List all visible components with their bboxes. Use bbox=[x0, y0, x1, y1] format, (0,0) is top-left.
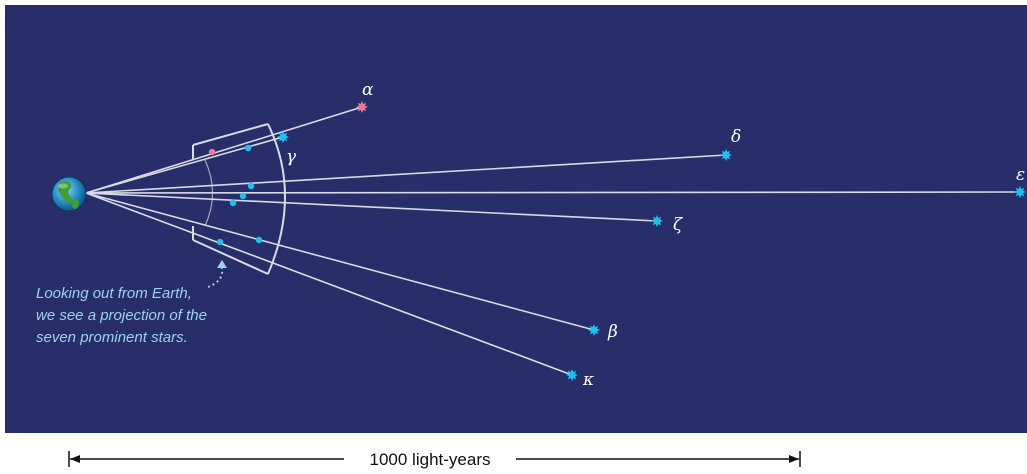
scale-bar bbox=[68, 451, 801, 467]
star-label-delta: δ bbox=[731, 127, 741, 147]
projected-dot-beta bbox=[255, 236, 263, 244]
scale-bar-left-arrow-icon bbox=[70, 455, 80, 463]
caption-line-3: seven prominent stars. bbox=[36, 329, 188, 346]
stars: α γ δ ε ζ β κ bbox=[277, 80, 1026, 390]
star-label-beta: β bbox=[607, 322, 618, 342]
star-label-kappa: κ bbox=[582, 370, 594, 390]
sight-line-zeta bbox=[85, 192, 658, 222]
star-label-alpha: α bbox=[362, 80, 374, 100]
earth-globe-icon bbox=[51, 176, 87, 212]
projection-inner-arc bbox=[204, 159, 214, 227]
sight-line-kappa bbox=[85, 192, 573, 376]
star-label-zeta: ζ bbox=[673, 215, 684, 235]
star-epsilon-icon bbox=[1014, 186, 1026, 198]
projection-top-edge bbox=[192, 123, 269, 146]
projection-bottom-edge bbox=[192, 239, 269, 275]
sight-line-alpha bbox=[85, 106, 363, 194]
caption-line-2: we see a projection of the bbox=[36, 307, 207, 324]
star-kappa-icon bbox=[566, 369, 578, 381]
sight-line-epsilon bbox=[85, 191, 1021, 194]
star-alpha-icon bbox=[356, 101, 368, 113]
projected-dot-gamma bbox=[244, 144, 252, 152]
star-label-epsilon: ε bbox=[1016, 165, 1025, 185]
projected-dot-kappa bbox=[216, 238, 224, 246]
projected-dot-alpha bbox=[208, 148, 216, 156]
star-delta-icon bbox=[720, 149, 732, 161]
projected-dot-zeta bbox=[229, 199, 237, 207]
caption-arrowhead-icon bbox=[217, 260, 227, 268]
scale-bar-label: 1000 light-years bbox=[370, 450, 491, 469]
star-zeta-icon bbox=[651, 215, 663, 227]
sky-diagram-panel bbox=[5, 5, 1027, 433]
caption-annotation: Looking out from Earth, we see a project… bbox=[36, 260, 227, 346]
projection-sphere bbox=[192, 123, 286, 275]
sight-lines bbox=[85, 106, 1021, 376]
projected-dot-epsilon bbox=[239, 192, 247, 200]
projected-dot-delta bbox=[247, 182, 255, 190]
star-beta-icon bbox=[588, 324, 600, 336]
sight-line-beta bbox=[85, 192, 595, 331]
scale-bar-right-arrow-icon bbox=[789, 455, 799, 463]
caption-line-1: Looking out from Earth, bbox=[36, 285, 192, 302]
star-label-gamma: γ bbox=[286, 147, 297, 167]
projected-star-dots bbox=[208, 144, 263, 246]
projection-outer-arc bbox=[267, 123, 286, 275]
star-gamma-icon bbox=[277, 131, 289, 143]
caption-dotted-arrow bbox=[207, 267, 224, 288]
sight-line-delta bbox=[85, 154, 727, 194]
